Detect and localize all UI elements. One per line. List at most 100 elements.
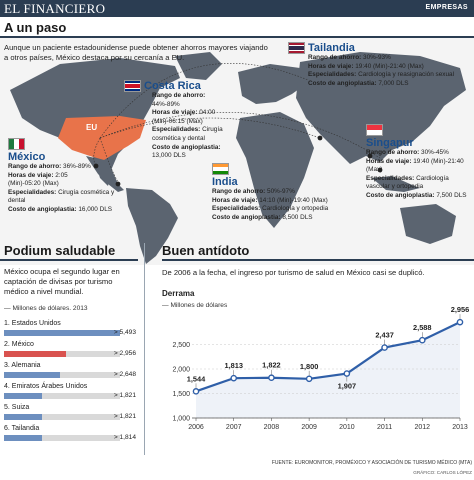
- info-line: Costo de angioplastia: 16,000 DLS: [8, 205, 113, 213]
- podium-units: — Millones de dólares. 2013: [4, 305, 88, 312]
- podium-bar-track: [4, 372, 120, 378]
- data-point: [418, 336, 426, 344]
- podium-category-label: 1. Estados Unidos: [4, 320, 61, 327]
- country-info: Rango de ahorro: 30%-93% Horas de viaje:…: [288, 54, 472, 88]
- y-tick-label: 2,500: [172, 342, 190, 349]
- info-line: Horas de viaje: 2:05: [8, 171, 68, 179]
- info-line: Especialidades: Cirugía cosmética y dent…: [8, 188, 115, 205]
- podium-row: 5. Suiza > 1,821: [4, 404, 136, 420]
- x-tick-label: 2007: [226, 424, 242, 431]
- thailand-flag-icon: [288, 42, 305, 54]
- x-tick-label: 2011: [377, 424, 392, 431]
- podium-value-label: > 2,648: [113, 371, 136, 378]
- podium-row: 1. Estados Unidos > 5,493: [4, 320, 136, 336]
- country-info: Rango de ahorro: 36%-89% Horas de viaje:…: [8, 163, 118, 215]
- divider: [0, 36, 474, 38]
- usa-shape: [58, 116, 146, 160]
- country-name: Tailandia: [308, 42, 355, 54]
- data-point: [381, 344, 388, 351]
- podium-row: 4. Emiratos Árabes Unidos > 1,821: [4, 383, 136, 399]
- podium-bar-track: [4, 351, 120, 357]
- data-point: [230, 374, 238, 382]
- data-value-label: 2,437: [375, 331, 394, 340]
- info-line: Especialidades: Cardiología vascular y o…: [366, 174, 449, 191]
- country-name: México: [8, 151, 46, 163]
- y-axis-label: — Millones de dólares: [162, 302, 228, 309]
- source-note: FUENTE: EUROMONITOR, PROMÉXICO Y ASOCIAC…: [271, 460, 472, 466]
- indonesia-shape: [372, 176, 420, 192]
- singapore-flag-icon: [366, 124, 383, 136]
- info-line: Especialidades: Cardiología y ortopedia: [212, 205, 329, 213]
- podium-category-label: 2. México: [4, 341, 34, 348]
- podium-row: 6. Tailandia > 1,814: [4, 425, 136, 441]
- podium-chart: 1. Estados Unidos > 5,493 2. México > 2,956…: [4, 320, 136, 450]
- info-line: Costo de angioplastia: 13,000 DLS: [152, 143, 221, 160]
- podium-bar-track: [4, 330, 120, 336]
- data-point: [305, 375, 313, 383]
- podium-text: México ocupa el segundo lugar en captaci…: [4, 267, 120, 296]
- x-tick-label: 2006: [188, 424, 204, 431]
- podium-row: 3. Alemania > 2,648: [4, 362, 136, 378]
- info-line: Horas de viaje: 04:00: [152, 109, 216, 117]
- south-america-shape: [126, 188, 178, 264]
- masthead: [0, 0, 474, 17]
- podium-category-label: 3. Alemania: [4, 362, 41, 369]
- info-line: Costo de angioplastia: 7,500 DLS: [366, 191, 467, 199]
- podium-bar: [4, 414, 43, 420]
- y-tick-label: 2,000: [172, 367, 190, 374]
- asia-shape: [296, 52, 466, 164]
- podium-category-label: 5. Suiza: [4, 404, 30, 411]
- podium-bar: [4, 435, 43, 441]
- y-tick-label: 1,500: [172, 391, 190, 398]
- info-line: Horas de viaje: 14:10 (Min)-19:40 (Max): [212, 196, 328, 204]
- data-value-label: 1,800: [300, 362, 319, 371]
- costa-rica-infobox: Costa Rica Rango de ahorro: 44%-89% Hora…: [124, 80, 232, 161]
- podium-bar: [4, 393, 43, 399]
- podium-category-label: 6. Tailandia: [4, 425, 40, 432]
- data-value-label: 1,907: [338, 382, 357, 391]
- section-label: EMPRESAS: [425, 4, 468, 11]
- info-line: Rango de ahorro: 30%-45%: [366, 149, 449, 156]
- info-line: Rango de ahorro: 30%-93%: [308, 54, 391, 61]
- info-line: Especialidades: Cardiología y reasignaci…: [308, 71, 455, 79]
- costa-rica-flag-icon: [124, 80, 141, 92]
- map-intro-text: Aunque un paciente estadounidense puede …: [4, 43, 268, 62]
- info-line: Costo de angioplastia: 8,500 DLS: [212, 213, 313, 221]
- podium-bar-track: [4, 435, 120, 441]
- data-point: [192, 388, 200, 395]
- credit-note: GRÁFICO: CARLOS LÓPEZ: [413, 470, 472, 475]
- podium-bar: [4, 351, 67, 357]
- info-line: Especialidades: Cirugía cosmética y dent…: [152, 126, 223, 142]
- podium-value-label: > 5,493: [113, 329, 136, 336]
- podium-value-label: > 1,814: [113, 434, 136, 441]
- info-line: Horas de viaje: 19:40 (Min)-21:40 (Max): [308, 62, 424, 70]
- series-line: [195, 321, 461, 393]
- divider: [162, 259, 474, 261]
- x-tick-label: 2008: [264, 424, 280, 431]
- usa-map-label: EU: [86, 123, 98, 132]
- podium-bar-track: [4, 414, 120, 420]
- data-point: [268, 374, 275, 382]
- info-line: Rango de ahorro: 50%-97%: [212, 188, 295, 195]
- podium-value-label: > 1,821: [113, 392, 136, 399]
- info-line: Rango de ahorro: 44%-89%: [152, 92, 206, 108]
- greenland-shape: [175, 52, 222, 80]
- podium-value-label: > 1,821: [113, 413, 136, 420]
- podium-category-label: 4. Emiratos Árabes Unidos: [4, 383, 88, 390]
- tailandia-infobox: Tailandia Rango de ahorro: 30%-93% Horas…: [288, 42, 472, 88]
- mexico-flag-icon: [8, 138, 25, 150]
- info-line: Costo de angioplastia: 7,000 DLS: [308, 79, 409, 87]
- mexico-infobox: México Rango de ahorro: 36%-89% Horas de…: [8, 138, 118, 215]
- podium-bar: [4, 330, 120, 336]
- country-name: Costa Rica: [144, 80, 201, 92]
- country-name: India: [212, 176, 238, 188]
- data-value-label: 1,813: [224, 361, 243, 370]
- data-value-label: 1,544: [187, 374, 206, 383]
- data-value-label: 1,822: [262, 361, 281, 370]
- map-section-title: A un paso: [4, 20, 67, 35]
- india-flag-icon: [212, 163, 229, 175]
- line-chart-title: Buen antídoto: [162, 243, 250, 258]
- brand-logo: EL FINANCIERO: [4, 1, 106, 16]
- data-value-label: 2,956: [451, 305, 470, 314]
